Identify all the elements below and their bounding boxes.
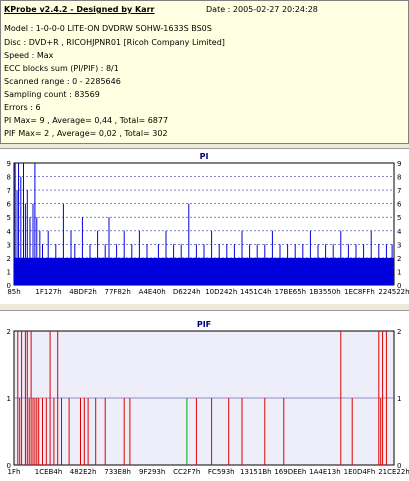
pi-x-tick-label: 1451C4h	[240, 288, 272, 296]
pif-x-tick-label: 169DEEh	[274, 468, 306, 476]
pif-y-tick-label: 2	[7, 328, 11, 336]
pi-y-tick-label: 0	[397, 282, 401, 290]
pi-x-tick-label: 1B3550h	[309, 288, 341, 296]
pif-x-tick-label: 1E0D4Fh	[344, 468, 376, 476]
pif-chart-title: PIF	[197, 320, 211, 329]
info-errors: Errors : 6	[4, 103, 41, 112]
pi-x-tick-label: 4BDF2h	[69, 288, 97, 296]
pif-chart-panel: PIF 0 1 2 0 1 2 1Fh 1CEB4h 482E2h 733E8h 9F293h C…	[0, 310, 409, 481]
pi-x-tick-label: 77F82h	[104, 288, 130, 296]
info-range: Scanned range : 0 - 2285646	[4, 77, 121, 86]
pif-x-tick-label: 21CE22h	[378, 468, 409, 476]
pif-y-tick-label: 1	[7, 395, 11, 403]
app-title: KProbe v2.4.2 - Designed by Karr	[4, 5, 155, 14]
pi-y-tick-label: 9	[7, 160, 11, 168]
pi-bars	[14, 163, 394, 285]
pif-x-tick-label: 1CEB4h	[35, 468, 62, 476]
pi-chart-title: PI	[200, 152, 209, 161]
pi-y-tick-label: 5	[397, 214, 401, 222]
pi-y-tick-label: 0	[7, 282, 11, 290]
pi-x-tick-label: A4E40h	[139, 288, 166, 296]
pi-y-tick-label: 9	[397, 160, 401, 168]
info-panel: KProbe v2.4.2 - Designed by Karr Date : …	[0, 0, 409, 144]
info-model: Model : 1-0-0-0 LITE-ON DVDRW SOHW-1633S…	[4, 24, 212, 33]
pif-x-tick-label: 9F293h	[139, 468, 165, 476]
pi-y-ticks-left: 0 1 2 3 4 5 6 7 8 9	[7, 160, 12, 290]
pi-y-tick-label: 6	[7, 201, 12, 209]
pif-x-tick-label: 13151Bh	[240, 468, 272, 476]
pi-chart: PI 0 1 2 3 4 5 6 7 8 9 0 1 2 3 4 5 6 7 8 9 85h 1F127h 4BDF2h…	[7, 152, 409, 296]
pi-y-tick-label: 3	[7, 241, 11, 249]
pi-y-tick-label: 5	[7, 214, 11, 222]
pi-y-tick-label: 7	[7, 187, 11, 195]
pif-x-tick-label: 733E8h	[104, 468, 131, 476]
pif-bars	[17, 331, 387, 465]
pi-x-ticks: 85h 1F127h 4BDF2h 77F82h A4E40h D6224h 10D242h…	[7, 288, 409, 296]
pi-y-tick-label: 2	[7, 255, 11, 263]
pif-y-tick-label: 1	[397, 395, 401, 403]
pi-y-tick-label: 8	[7, 174, 11, 182]
pi-chart-panel: PI 0 1 2 3 4 5 6 7 8 9 0 1 2 3 4 5 6 7 8 9 85h 1F127h 4BDF2h…	[0, 148, 409, 304]
info-disc: Disc : DVD+R , RICOHJPNR01 [Ricoh Compan…	[4, 38, 225, 47]
pi-x-tick-label: 1F127h	[35, 288, 61, 296]
info-speed: Speed : Max	[4, 51, 54, 60]
pi-x-tick-label: 224522h	[378, 288, 409, 296]
pif-y-tick-label: 0	[7, 462, 11, 470]
pif-x-tick-label: 482E2h	[70, 468, 97, 476]
info-sampling: Sampling count : 83569	[4, 90, 100, 99]
pi-y-tick-label: 3	[397, 241, 401, 249]
pi-y-tick-label: 6	[397, 201, 402, 209]
pif-y-ticks-right: 0 1 2	[397, 328, 401, 470]
pi-y-tick-label: 1	[7, 268, 11, 276]
pif-x-tick-label: FC593h	[208, 468, 235, 476]
info-pi-stats: PI Max= 9 , Average= 0,44 , Total= 6877	[4, 116, 169, 125]
pif-y-ticks-left: 0 1 2	[7, 328, 11, 470]
pi-y-tick-label: 1	[397, 268, 401, 276]
info-ecc: ECC blocks sum (PI/PIF) : 8/1	[4, 64, 119, 73]
pif-chart: PIF 0 1 2 0 1 2 1Fh 1CEB4h 482E2h 733E8h 9F293h C…	[7, 320, 409, 476]
pif-x-tick-label: CC2F7h	[173, 468, 200, 476]
scan-date: Date : 2005-02-27 20:24:28	[206, 5, 318, 14]
pi-x-tick-label: D6224h	[173, 288, 201, 296]
pi-y-tick-label: 4	[7, 228, 12, 236]
pi-y-tick-label: 8	[397, 174, 401, 182]
pif-y-tick-label: 0	[397, 462, 401, 470]
pi-y-tick-label: 7	[397, 187, 401, 195]
pi-x-tick-label: 1EC8FFh	[344, 288, 375, 296]
pif-x-tick-label: 1A4E13h	[309, 468, 340, 476]
pi-y-tick-label: 4	[397, 228, 402, 236]
pi-y-ticks-right: 0 1 2 3 4 5 6 7 8 9	[397, 160, 402, 290]
pi-x-tick-label: 10D242h	[205, 288, 237, 296]
pif-x-ticks: 1Fh 1CEB4h 482E2h 733E8h 9F293h CC2F7h FC593h 1…	[8, 468, 409, 476]
pi-y-tick-label: 2	[397, 255, 401, 263]
pi-x-tick-label: 17BE65h	[275, 288, 306, 296]
pi-x-tick-label: 85h	[7, 288, 20, 296]
info-pif-stats: PIF Max= 2 , Average= 0,02 , Total= 302	[4, 129, 168, 138]
pif-x-tick-label: 1Fh	[8, 468, 21, 476]
pif-y-tick-label: 2	[397, 328, 401, 336]
